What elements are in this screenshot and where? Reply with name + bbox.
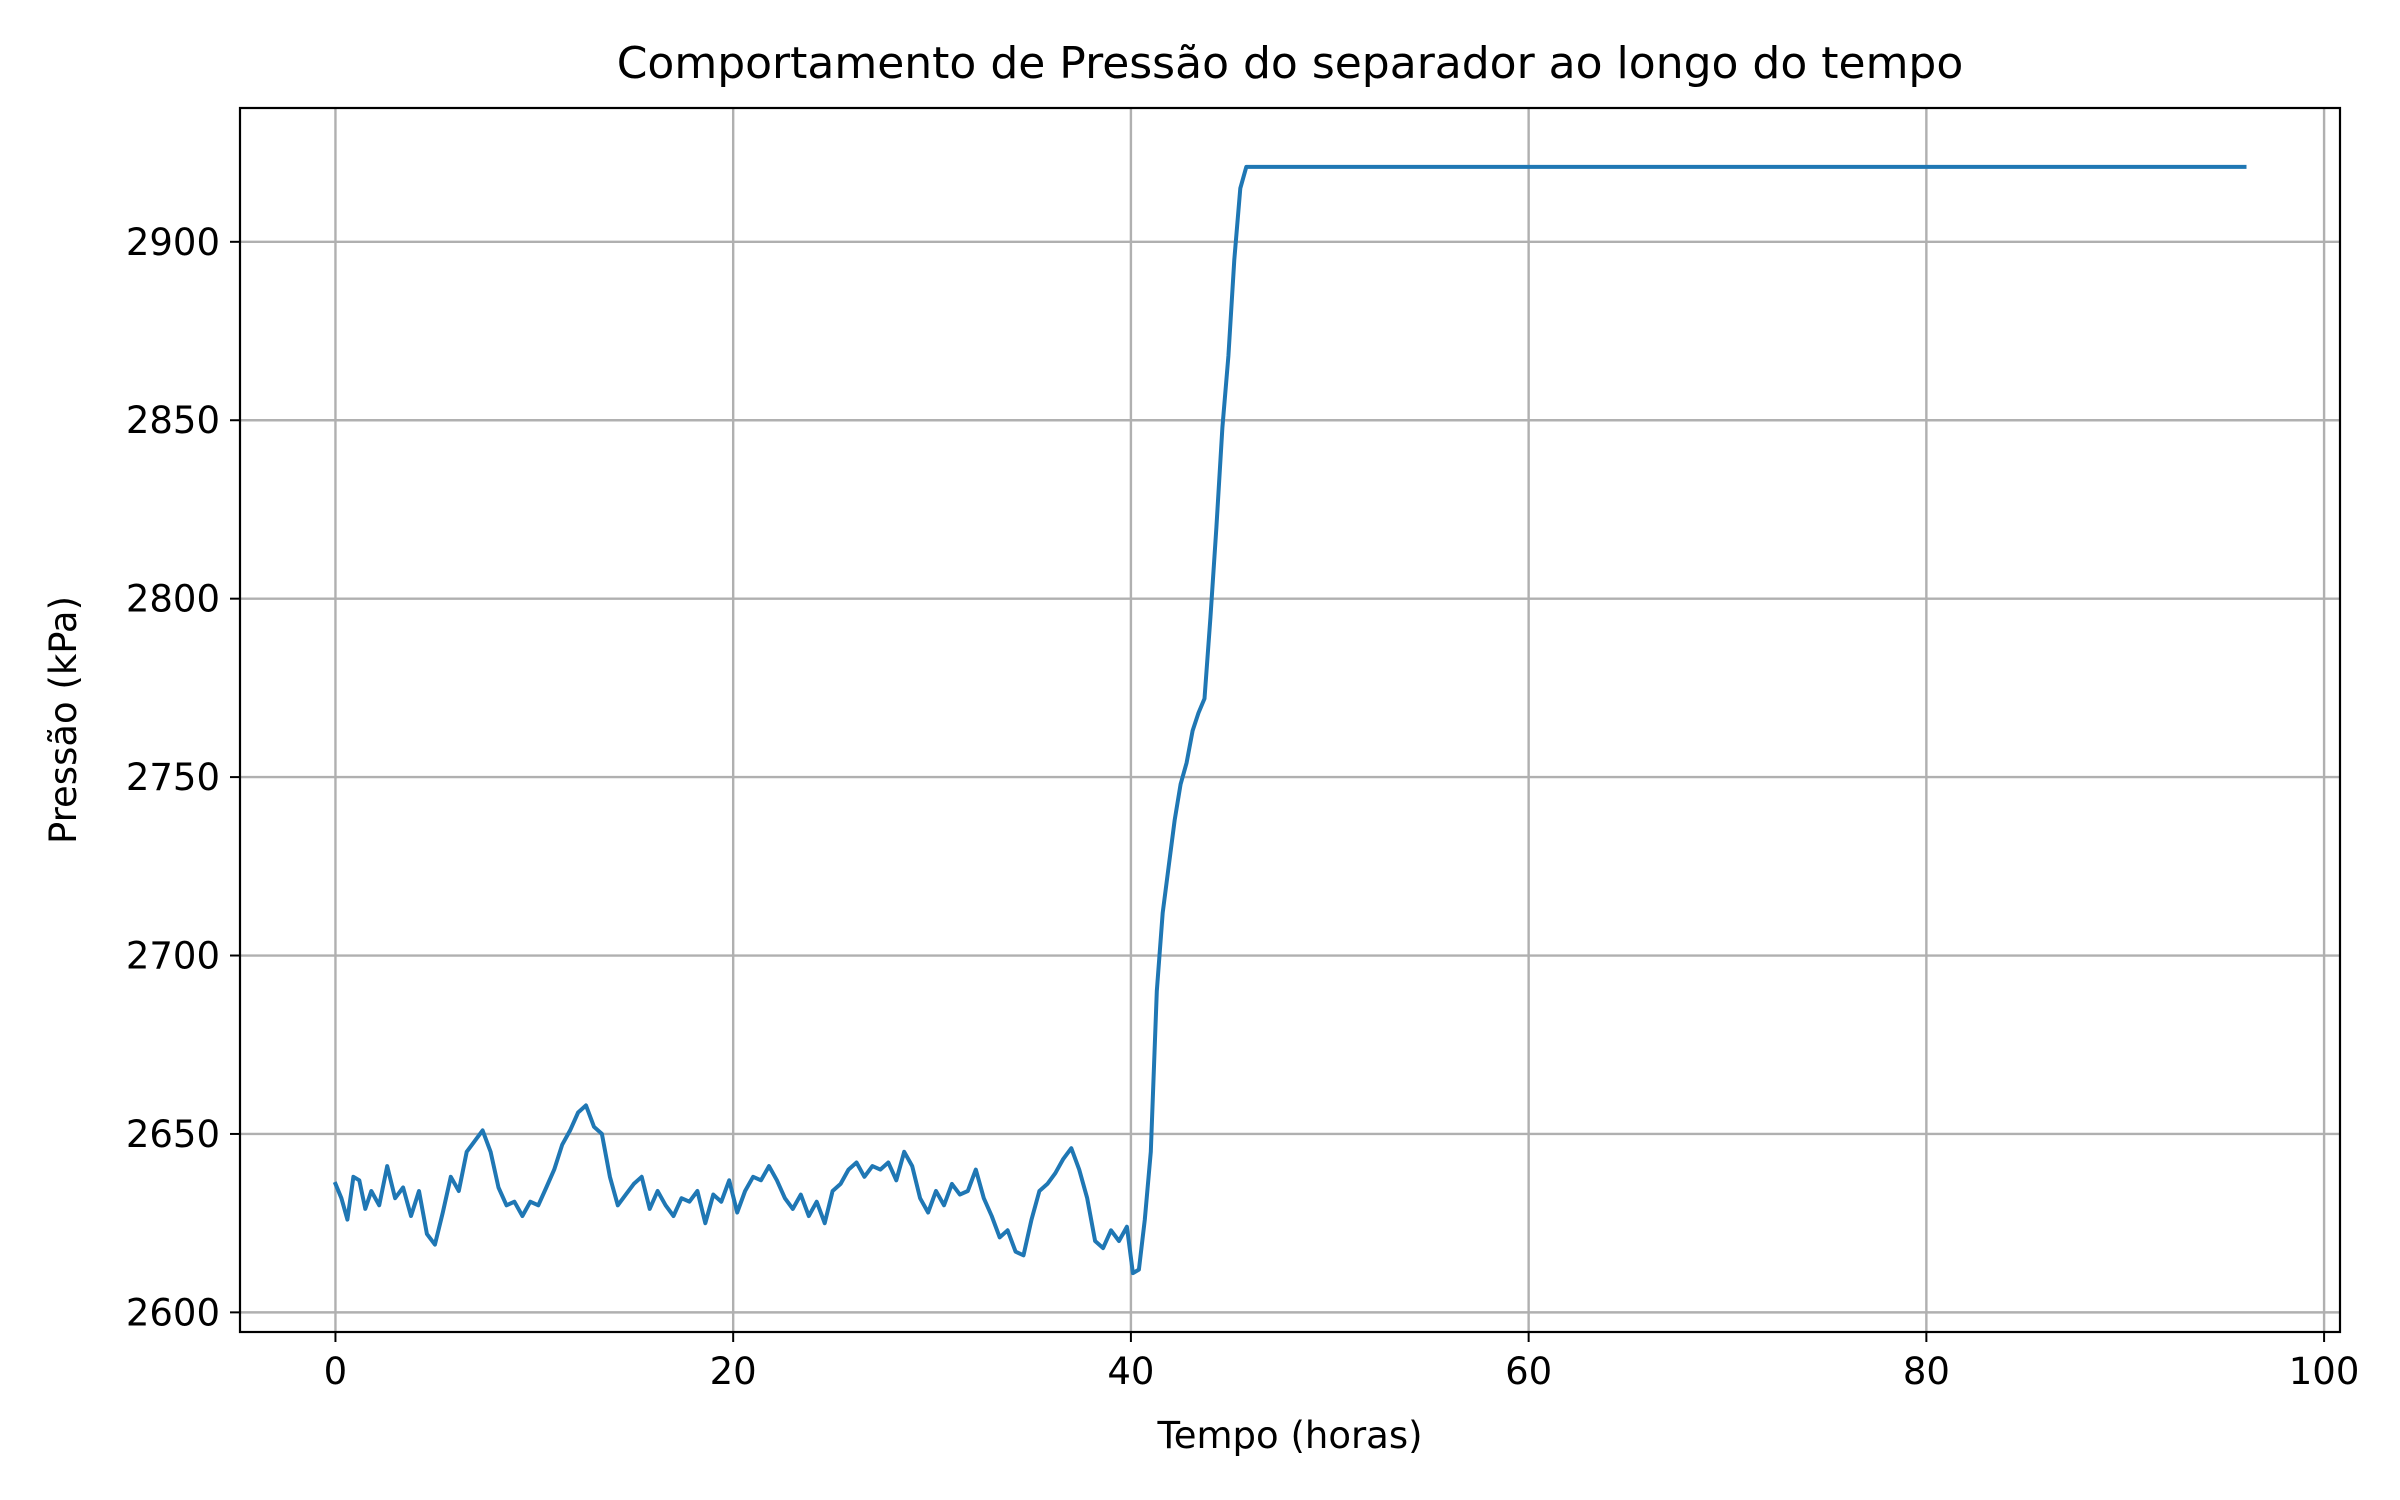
x-tick-label: 100: [2289, 1350, 2360, 1393]
y-tick-label: 2700: [126, 935, 220, 978]
y-tick-label: 2750: [126, 756, 220, 799]
y-tick-label: 2600: [126, 1291, 220, 1334]
x-axis-label: Tempo (horas): [1156, 1414, 1422, 1457]
grid-lines: [240, 108, 2340, 1332]
series-layer: [332, 164, 2247, 1276]
x-tick-label: 80: [1903, 1350, 1950, 1393]
axis-ticks: 0 20 40 60 80 100 2600 2650 2700 2750 2800 2850 2900: [126, 221, 2360, 1393]
plot-area-frame: [238, 106, 2342, 1334]
y-tick-label: 2850: [126, 399, 220, 442]
x-tick-label: 60: [1505, 1350, 1552, 1393]
y-axis-label: Pressão (kPa): [42, 596, 85, 844]
y-tick-label: 2800: [126, 578, 220, 621]
x-tick-label: 20: [710, 1350, 757, 1393]
y-tick-label: 2900: [126, 221, 220, 264]
chart-title: Comportamento de Pressão do separador ao…: [617, 38, 1964, 89]
x-tick-label: 0: [324, 1350, 348, 1393]
series-line: [332, 164, 2247, 1276]
y-tick-label: 2650: [126, 1113, 220, 1156]
x-tick-label: 40: [1107, 1350, 1154, 1393]
